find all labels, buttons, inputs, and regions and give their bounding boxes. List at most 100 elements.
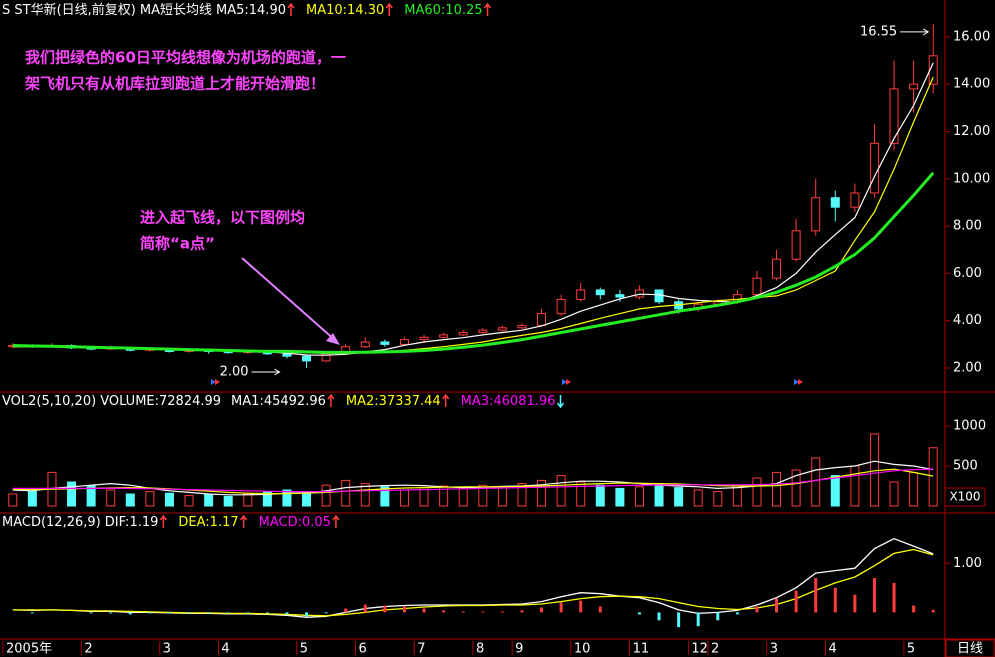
candle-body — [909, 83, 919, 90]
volume-bar — [8, 493, 18, 507]
candle-body — [537, 313, 547, 326]
volume-bar — [674, 487, 684, 507]
candle-body — [772, 258, 782, 279]
volume-bar — [595, 484, 605, 507]
volume-bar — [223, 495, 233, 507]
volume-bar — [811, 457, 821, 507]
label-part: 46081.96 — [493, 394, 555, 409]
candle-body — [419, 336, 429, 341]
high-arrow — [900, 28, 930, 36]
label-part: : — [259, 394, 263, 409]
volume-bar — [615, 487, 625, 507]
volume-bar — [106, 489, 116, 507]
x-tick-label: 5 — [300, 642, 308, 657]
volume-bar — [654, 483, 664, 507]
volume-bar — [928, 447, 938, 507]
trend-arrow — [332, 514, 340, 528]
legend-entry: MA60:10.25 — [404, 3, 482, 18]
x-tick-label: 4 — [221, 642, 229, 657]
x-tick-label: 10 — [574, 642, 591, 657]
volume-bar — [478, 484, 488, 507]
trend-arrow — [159, 514, 167, 528]
unit-box — [944, 487, 986, 507]
x-tick-label: 2 — [711, 642, 719, 657]
label-part: 1.19 — [129, 515, 158, 530]
high-label: 16.55 — [860, 24, 897, 39]
label-part: DIF — [105, 515, 126, 530]
legend-entry: MA10:14.30 — [306, 3, 384, 18]
label-part: : — [205, 515, 209, 530]
volume-bar — [439, 485, 449, 507]
period-button[interactable] — [945, 639, 995, 657]
candle-body — [791, 230, 801, 260]
ma-line — [12, 460, 934, 496]
candle-body — [517, 324, 527, 329]
x-tick-label: 4 — [829, 642, 837, 657]
label-part: MACD — [259, 515, 298, 530]
candle-body — [556, 298, 566, 315]
volume-bar — [341, 479, 351, 507]
candle-body — [282, 353, 292, 357]
volume-bar — [713, 491, 723, 507]
x-tick-label: 2005年 — [6, 642, 52, 657]
label-part: 14.30 — [347, 3, 384, 18]
volume-bar — [791, 469, 801, 507]
label-part: MA60 — [404, 3, 441, 18]
volume-bar — [204, 494, 214, 507]
label-part: DEA — [178, 515, 205, 530]
y-tick-label: 2.00 — [953, 361, 982, 376]
volume-bar — [732, 485, 742, 507]
y-tick-label: 4.00 — [953, 313, 982, 328]
label-part: 0.05 — [302, 515, 331, 530]
volume-bar — [772, 471, 782, 507]
volume-bar — [243, 493, 253, 507]
panel-title: VOL2(5,10,20) — [2, 394, 96, 409]
macd-line — [12, 548, 934, 617]
volume-bar — [184, 495, 194, 507]
volume-bar — [321, 484, 331, 507]
legend-entry: MA2:37337.44 — [346, 394, 441, 409]
volume-bar — [302, 491, 312, 507]
label-part: VOL2(5,10,20) — [2, 394, 96, 409]
volume-bar — [517, 483, 527, 507]
volume-bar — [86, 485, 96, 507]
label-part: 10.25 — [445, 3, 482, 18]
x-tick-label: 12 — [691, 642, 708, 657]
trend-arrow — [327, 393, 335, 407]
label-part: S ST华新(日线,前复权) — [2, 2, 136, 18]
trend-arrow — [442, 393, 450, 407]
candle-body — [869, 142, 879, 194]
volume-bar — [556, 475, 566, 507]
label-part: : — [125, 515, 129, 530]
label-part: : — [374, 394, 378, 409]
x-tick-label: 9 — [515, 642, 523, 657]
low-arrow — [251, 368, 281, 376]
label-part: 1.17 — [210, 515, 239, 530]
low-label: 2.00 — [220, 365, 249, 380]
candle-body — [595, 289, 605, 296]
label-part: : — [155, 394, 159, 409]
label-part: MA短长均线 — [140, 3, 212, 18]
label-part: : — [244, 3, 248, 18]
y-tick-label: 8.00 — [953, 219, 982, 234]
annotation: 架飞机只有从机库拉到跑道上才能开始滑跑！ — [24, 75, 325, 93]
trend-arrow — [287, 2, 295, 16]
trend-arrow — [556, 395, 565, 409]
candle-body — [439, 334, 449, 338]
volume-bar — [27, 491, 37, 507]
label-part: : — [441, 3, 445, 18]
legend-entry: MACD:0.05 — [259, 515, 331, 530]
legend-entry: MA3:46081.96 — [461, 394, 556, 409]
candle-body — [615, 294, 625, 298]
volume-bar — [497, 486, 507, 507]
volume-bar — [282, 489, 292, 507]
unit-label: X100 — [949, 490, 980, 504]
y-tick-label: 10.00 — [953, 171, 990, 186]
volume-bar — [419, 487, 429, 507]
y-tick-label: 16.00 — [953, 29, 990, 44]
volume-bar — [752, 477, 762, 507]
period-label[interactable]: 日线 — [957, 642, 983, 657]
volume-bar — [909, 471, 919, 507]
y-tick-label: 6.00 — [953, 266, 982, 281]
volume-bar — [634, 486, 644, 507]
